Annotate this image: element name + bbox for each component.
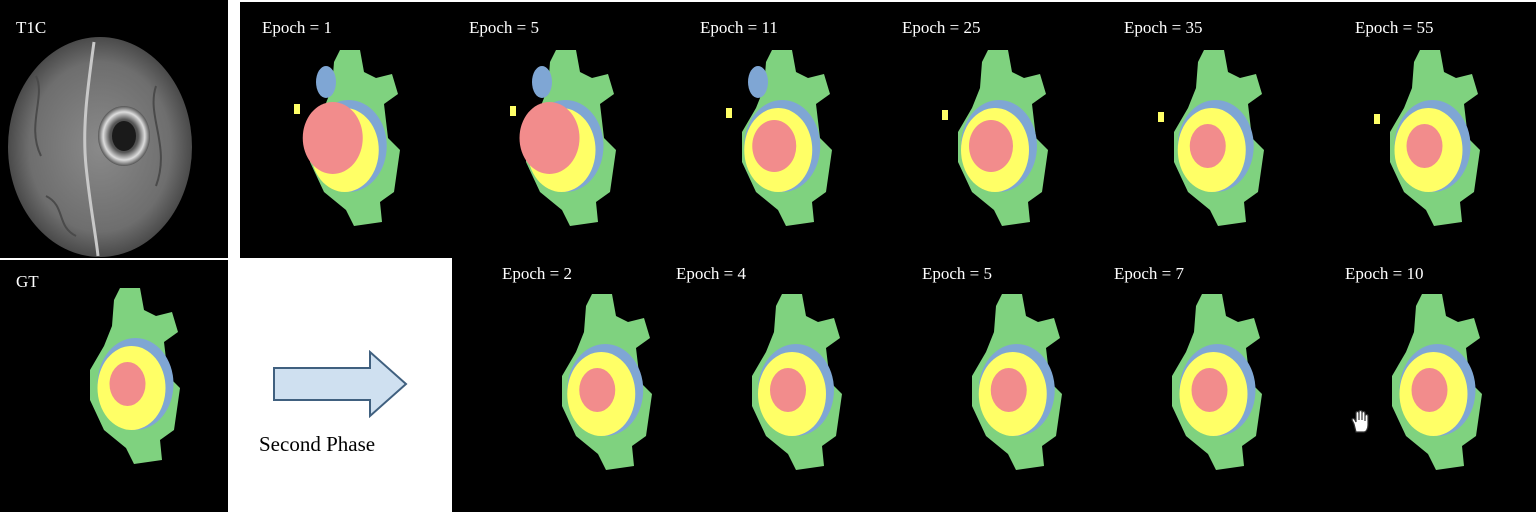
nonenhancing-region xyxy=(316,66,336,98)
segmentation-mask xyxy=(1362,286,1512,486)
segmentation-svg xyxy=(752,294,842,470)
gt-panel: GT xyxy=(0,260,228,512)
necrotic-region xyxy=(1191,368,1228,412)
epoch-label: Epoch = 7 xyxy=(1114,264,1185,283)
segmentation-mask xyxy=(1360,42,1510,242)
epoch-tile: Epoch = 7 xyxy=(1102,258,1322,512)
necrotic-region xyxy=(1189,124,1226,168)
epoch-tile: Epoch = 10 xyxy=(1322,258,1536,512)
gt-label: GT xyxy=(16,272,39,291)
segmentation-mask xyxy=(280,42,430,242)
segmentation-svg xyxy=(1374,50,1480,226)
segmentation-svg xyxy=(294,50,400,226)
second-phase-panel: Epoch = 2 Epoch = 4 Epoch = 5 Epoch = 7 … xyxy=(452,258,1536,512)
necrotic-region xyxy=(302,102,363,174)
mri-brain-image xyxy=(8,37,192,257)
epoch-label: Epoch = 25 xyxy=(902,18,981,37)
necrotic-region xyxy=(770,368,806,412)
epoch-label: Epoch = 11 xyxy=(700,18,778,37)
t1c-panel: T1C xyxy=(0,0,228,258)
segmentation-mask xyxy=(1144,42,1294,242)
nonenhancing-region xyxy=(532,66,552,98)
nonenhancing-region xyxy=(748,66,768,98)
necrotic-region xyxy=(579,368,616,412)
segmentation-svg xyxy=(1392,294,1482,470)
second-phase-label: Second Phase xyxy=(259,432,376,456)
segmentation-mask xyxy=(942,286,1092,486)
segmentation-svg xyxy=(1172,294,1262,470)
epoch-label: Epoch = 55 xyxy=(1355,18,1434,37)
epoch-tile: Epoch = 35 xyxy=(1104,2,1320,258)
epoch-label: Epoch = 2 xyxy=(502,264,573,283)
epoch-tile: Epoch = 5 xyxy=(456,2,672,258)
epoch-tile: Epoch = 25 xyxy=(888,2,1104,258)
epoch-label: Epoch = 35 xyxy=(1124,18,1203,37)
segmentation-svg xyxy=(942,50,1048,226)
necrotic-region xyxy=(990,368,1027,412)
segmentation-svg xyxy=(972,294,1062,470)
segmentation-mask xyxy=(722,286,872,486)
false-positive-speck xyxy=(510,106,516,116)
epoch-tile: Epoch = 4 xyxy=(652,258,882,512)
epoch-tile: Epoch = 11 xyxy=(672,2,888,258)
epoch-label: Epoch = 1 xyxy=(262,18,333,37)
segmentation-mask xyxy=(1142,286,1292,486)
false-positive-speck xyxy=(294,104,300,114)
hand-cursor-icon xyxy=(1351,410,1369,433)
false-positive-speck xyxy=(1374,114,1380,124)
segmentation-svg xyxy=(1158,50,1264,226)
segmentation-svg xyxy=(90,288,180,464)
necrotic-region xyxy=(109,362,146,406)
right-arrow-icon xyxy=(273,350,408,418)
segmentation-svg xyxy=(562,294,652,470)
necrotic-region xyxy=(1406,124,1443,168)
necrotic-region xyxy=(969,120,1013,172)
epoch-tile: Epoch = 55 xyxy=(1320,2,1536,258)
necrotic-region xyxy=(1411,368,1448,412)
segmentation-mask xyxy=(712,42,862,242)
false-positive-speck xyxy=(726,108,732,118)
epoch-tile: Epoch = 5 xyxy=(882,258,1102,512)
epoch-tile: Epoch = 1 xyxy=(240,2,456,258)
segmentation-svg xyxy=(510,50,616,226)
epoch-label: Epoch = 10 xyxy=(1345,264,1424,283)
epoch-label: Epoch = 5 xyxy=(469,18,540,37)
segmentation-mask xyxy=(928,42,1078,242)
epoch-label: Epoch = 5 xyxy=(922,264,993,283)
necrotic-region xyxy=(519,102,580,174)
necrotic-region xyxy=(752,120,797,172)
false-positive-speck xyxy=(1158,112,1164,122)
false-positive-speck xyxy=(942,110,948,120)
ground-truth-segmentation xyxy=(60,280,210,480)
segmentation-mask xyxy=(532,286,682,486)
segmentation-svg xyxy=(726,50,832,226)
t1c-label: T1C xyxy=(16,18,47,37)
epoch-label: Epoch = 4 xyxy=(676,264,747,283)
first-phase-panel: Epoch = 1 Epoch = 5 Epoch = 11 Epoch = 2… xyxy=(240,2,1536,258)
epoch-tile: Epoch = 2 xyxy=(452,258,652,512)
segmentation-mask xyxy=(496,42,646,242)
